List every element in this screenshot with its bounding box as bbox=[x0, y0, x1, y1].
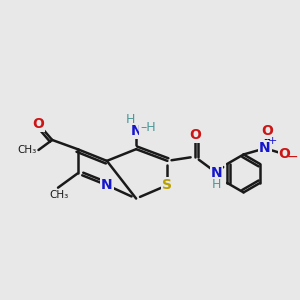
Text: −: − bbox=[286, 150, 298, 164]
Text: S: S bbox=[162, 178, 172, 192]
Text: CH₃: CH₃ bbox=[50, 190, 69, 200]
Text: CH₃: CH₃ bbox=[17, 145, 36, 155]
Text: O: O bbox=[33, 117, 44, 131]
Text: O: O bbox=[279, 147, 290, 161]
Text: O: O bbox=[189, 128, 201, 142]
Text: H: H bbox=[212, 178, 221, 191]
Text: N: N bbox=[101, 178, 113, 192]
Text: O: O bbox=[261, 124, 273, 138]
Text: +: + bbox=[268, 136, 278, 146]
Text: H: H bbox=[125, 113, 135, 126]
Text: –H: –H bbox=[140, 122, 156, 134]
Text: N: N bbox=[130, 124, 142, 138]
Text: N: N bbox=[259, 141, 271, 155]
Text: N: N bbox=[210, 166, 222, 180]
